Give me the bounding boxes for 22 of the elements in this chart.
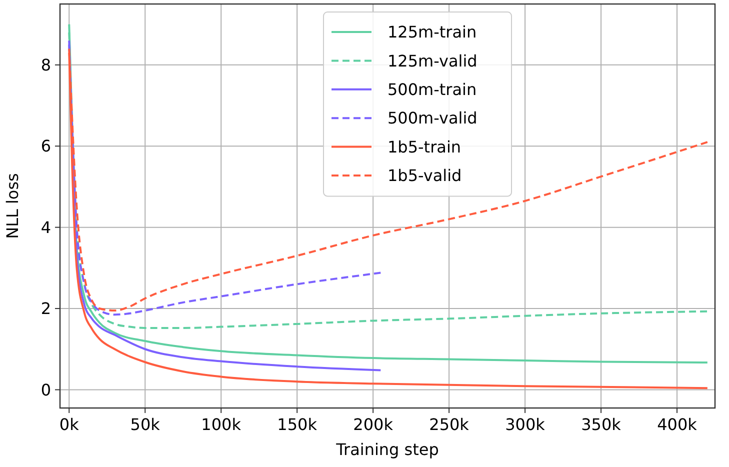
x-tick-label: 250k bbox=[429, 415, 470, 434]
y-tick-label: 8 bbox=[40, 56, 51, 75]
legend-label: 500m-valid bbox=[388, 108, 478, 128]
legend-label: 1b5-valid bbox=[388, 166, 462, 186]
y-tick-label: 4 bbox=[40, 218, 51, 237]
legend-label: 500m-train bbox=[388, 80, 477, 99]
x-axis-title: Training step bbox=[335, 440, 439, 459]
y-tick-label: 2 bbox=[40, 299, 51, 318]
x-tick-label: 100k bbox=[201, 415, 242, 434]
x-tick-label: 350k bbox=[581, 415, 622, 434]
x-tick-label: 0k bbox=[59, 415, 80, 434]
y-tick-label: 6 bbox=[40, 136, 51, 156]
x-tick-label: 300k bbox=[505, 415, 546, 434]
y-tick-label: 0 bbox=[40, 380, 51, 400]
legend-label: 1b5-train bbox=[388, 137, 462, 156]
x-tick-label: 200k bbox=[353, 415, 394, 434]
x-tick-label: 400k bbox=[657, 415, 698, 434]
x-tick-label: 150k bbox=[277, 415, 318, 434]
x-tick-label: 50k bbox=[130, 415, 161, 434]
y-axis-title: NLL loss bbox=[3, 173, 22, 239]
legend-label: 125m-valid bbox=[388, 51, 478, 70]
legend-label: 125m-train bbox=[388, 22, 477, 42]
